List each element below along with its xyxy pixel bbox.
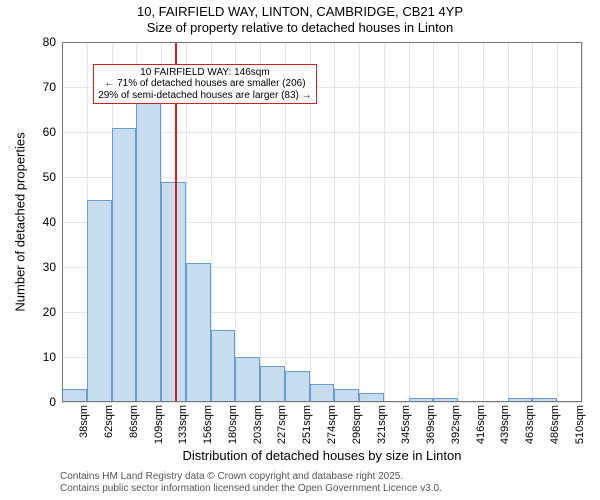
xtick-label: 38sqm bbox=[78, 405, 90, 438]
grid-v bbox=[384, 42, 385, 402]
grid-h bbox=[62, 42, 582, 43]
grid-v bbox=[532, 42, 533, 402]
xtick-label: 345sqm bbox=[400, 405, 412, 444]
histogram-bar bbox=[186, 263, 211, 403]
xtick-label: 156sqm bbox=[202, 405, 214, 444]
ytick-label: 40 bbox=[43, 215, 62, 229]
ytick-label: 70 bbox=[43, 80, 62, 94]
ytick-label: 30 bbox=[43, 260, 62, 274]
ytick-label: 50 bbox=[43, 170, 62, 184]
xtick-label: 109sqm bbox=[153, 405, 165, 444]
xtick-label: 298sqm bbox=[351, 405, 363, 444]
chart-title-line2: Size of property relative to detached ho… bbox=[0, 20, 600, 35]
histogram-bar bbox=[508, 398, 533, 403]
histogram-bar bbox=[334, 389, 359, 403]
histogram-bar bbox=[359, 393, 384, 402]
grid-v bbox=[409, 42, 410, 402]
xtick-label: 321sqm bbox=[376, 405, 388, 444]
histogram-bar bbox=[136, 101, 161, 403]
annotation-line: 10 FAIRFIELD WAY: 146sqm bbox=[98, 67, 311, 79]
xtick-label: 439sqm bbox=[499, 405, 511, 444]
xtick-label: 203sqm bbox=[252, 405, 264, 444]
annotation-box: 10 FAIRFIELD WAY: 146sqm← 71% of detache… bbox=[93, 64, 316, 105]
histogram-bar bbox=[62, 389, 87, 403]
grid-h bbox=[62, 402, 582, 403]
y-axis-label: Number of detached properties bbox=[13, 132, 28, 311]
histogram-bar bbox=[532, 398, 557, 403]
grid-v bbox=[359, 42, 360, 402]
xtick-label: 227sqm bbox=[276, 405, 288, 444]
x-axis-label: Distribution of detached houses by size … bbox=[183, 448, 462, 463]
histogram-bar bbox=[285, 371, 310, 403]
annotation-line: ← 71% of detached houses are smaller (20… bbox=[98, 78, 311, 90]
plot-area: 0102030405060708038sqm62sqm86sqm109sqm13… bbox=[62, 42, 582, 402]
grid-v bbox=[62, 42, 63, 402]
xtick-label: 251sqm bbox=[301, 405, 313, 444]
xtick-label: 133sqm bbox=[177, 405, 189, 444]
histogram-bar bbox=[161, 182, 186, 403]
histogram-bar bbox=[87, 200, 112, 403]
grid-v bbox=[582, 42, 583, 402]
footer-line1: Contains HM Land Registry data © Crown c… bbox=[60, 471, 442, 483]
footer-line2: Contains public sector information licen… bbox=[60, 483, 442, 495]
histogram-bar bbox=[260, 366, 285, 402]
grid-v bbox=[433, 42, 434, 402]
ytick-label: 20 bbox=[43, 305, 62, 319]
histogram-bar bbox=[211, 330, 236, 402]
xtick-label: 392sqm bbox=[450, 405, 462, 444]
xtick-label: 274sqm bbox=[326, 405, 338, 444]
xtick-label: 510sqm bbox=[574, 405, 586, 444]
footer-attribution: Contains HM Land Registry data © Crown c… bbox=[60, 471, 442, 495]
xtick-label: 180sqm bbox=[227, 405, 239, 444]
grid-v bbox=[334, 42, 335, 402]
xtick-label: 62sqm bbox=[103, 405, 115, 438]
xtick-label: 463sqm bbox=[524, 405, 536, 444]
xtick-label: 86sqm bbox=[128, 405, 140, 438]
histogram-bar bbox=[235, 357, 260, 402]
grid-v bbox=[557, 42, 558, 402]
xtick-label: 416sqm bbox=[475, 405, 487, 444]
histogram-bar bbox=[112, 128, 137, 403]
annotation-line: 29% of semi-detached houses are larger (… bbox=[98, 90, 311, 102]
grid-v bbox=[458, 42, 459, 402]
ytick-label: 60 bbox=[43, 125, 62, 139]
chart-title-line1: 10, FAIRFIELD WAY, LINTON, CAMBRIDGE, CB… bbox=[0, 4, 600, 19]
ytick-label: 80 bbox=[43, 35, 62, 49]
ytick-label: 0 bbox=[49, 395, 62, 409]
histogram-bar bbox=[409, 398, 434, 403]
histogram-bar bbox=[433, 398, 458, 403]
xtick-label: 369sqm bbox=[425, 405, 437, 444]
histogram-bar bbox=[310, 384, 335, 402]
ytick-label: 10 bbox=[43, 350, 62, 364]
grid-v bbox=[483, 42, 484, 402]
grid-v bbox=[508, 42, 509, 402]
xtick-label: 486sqm bbox=[549, 405, 561, 444]
